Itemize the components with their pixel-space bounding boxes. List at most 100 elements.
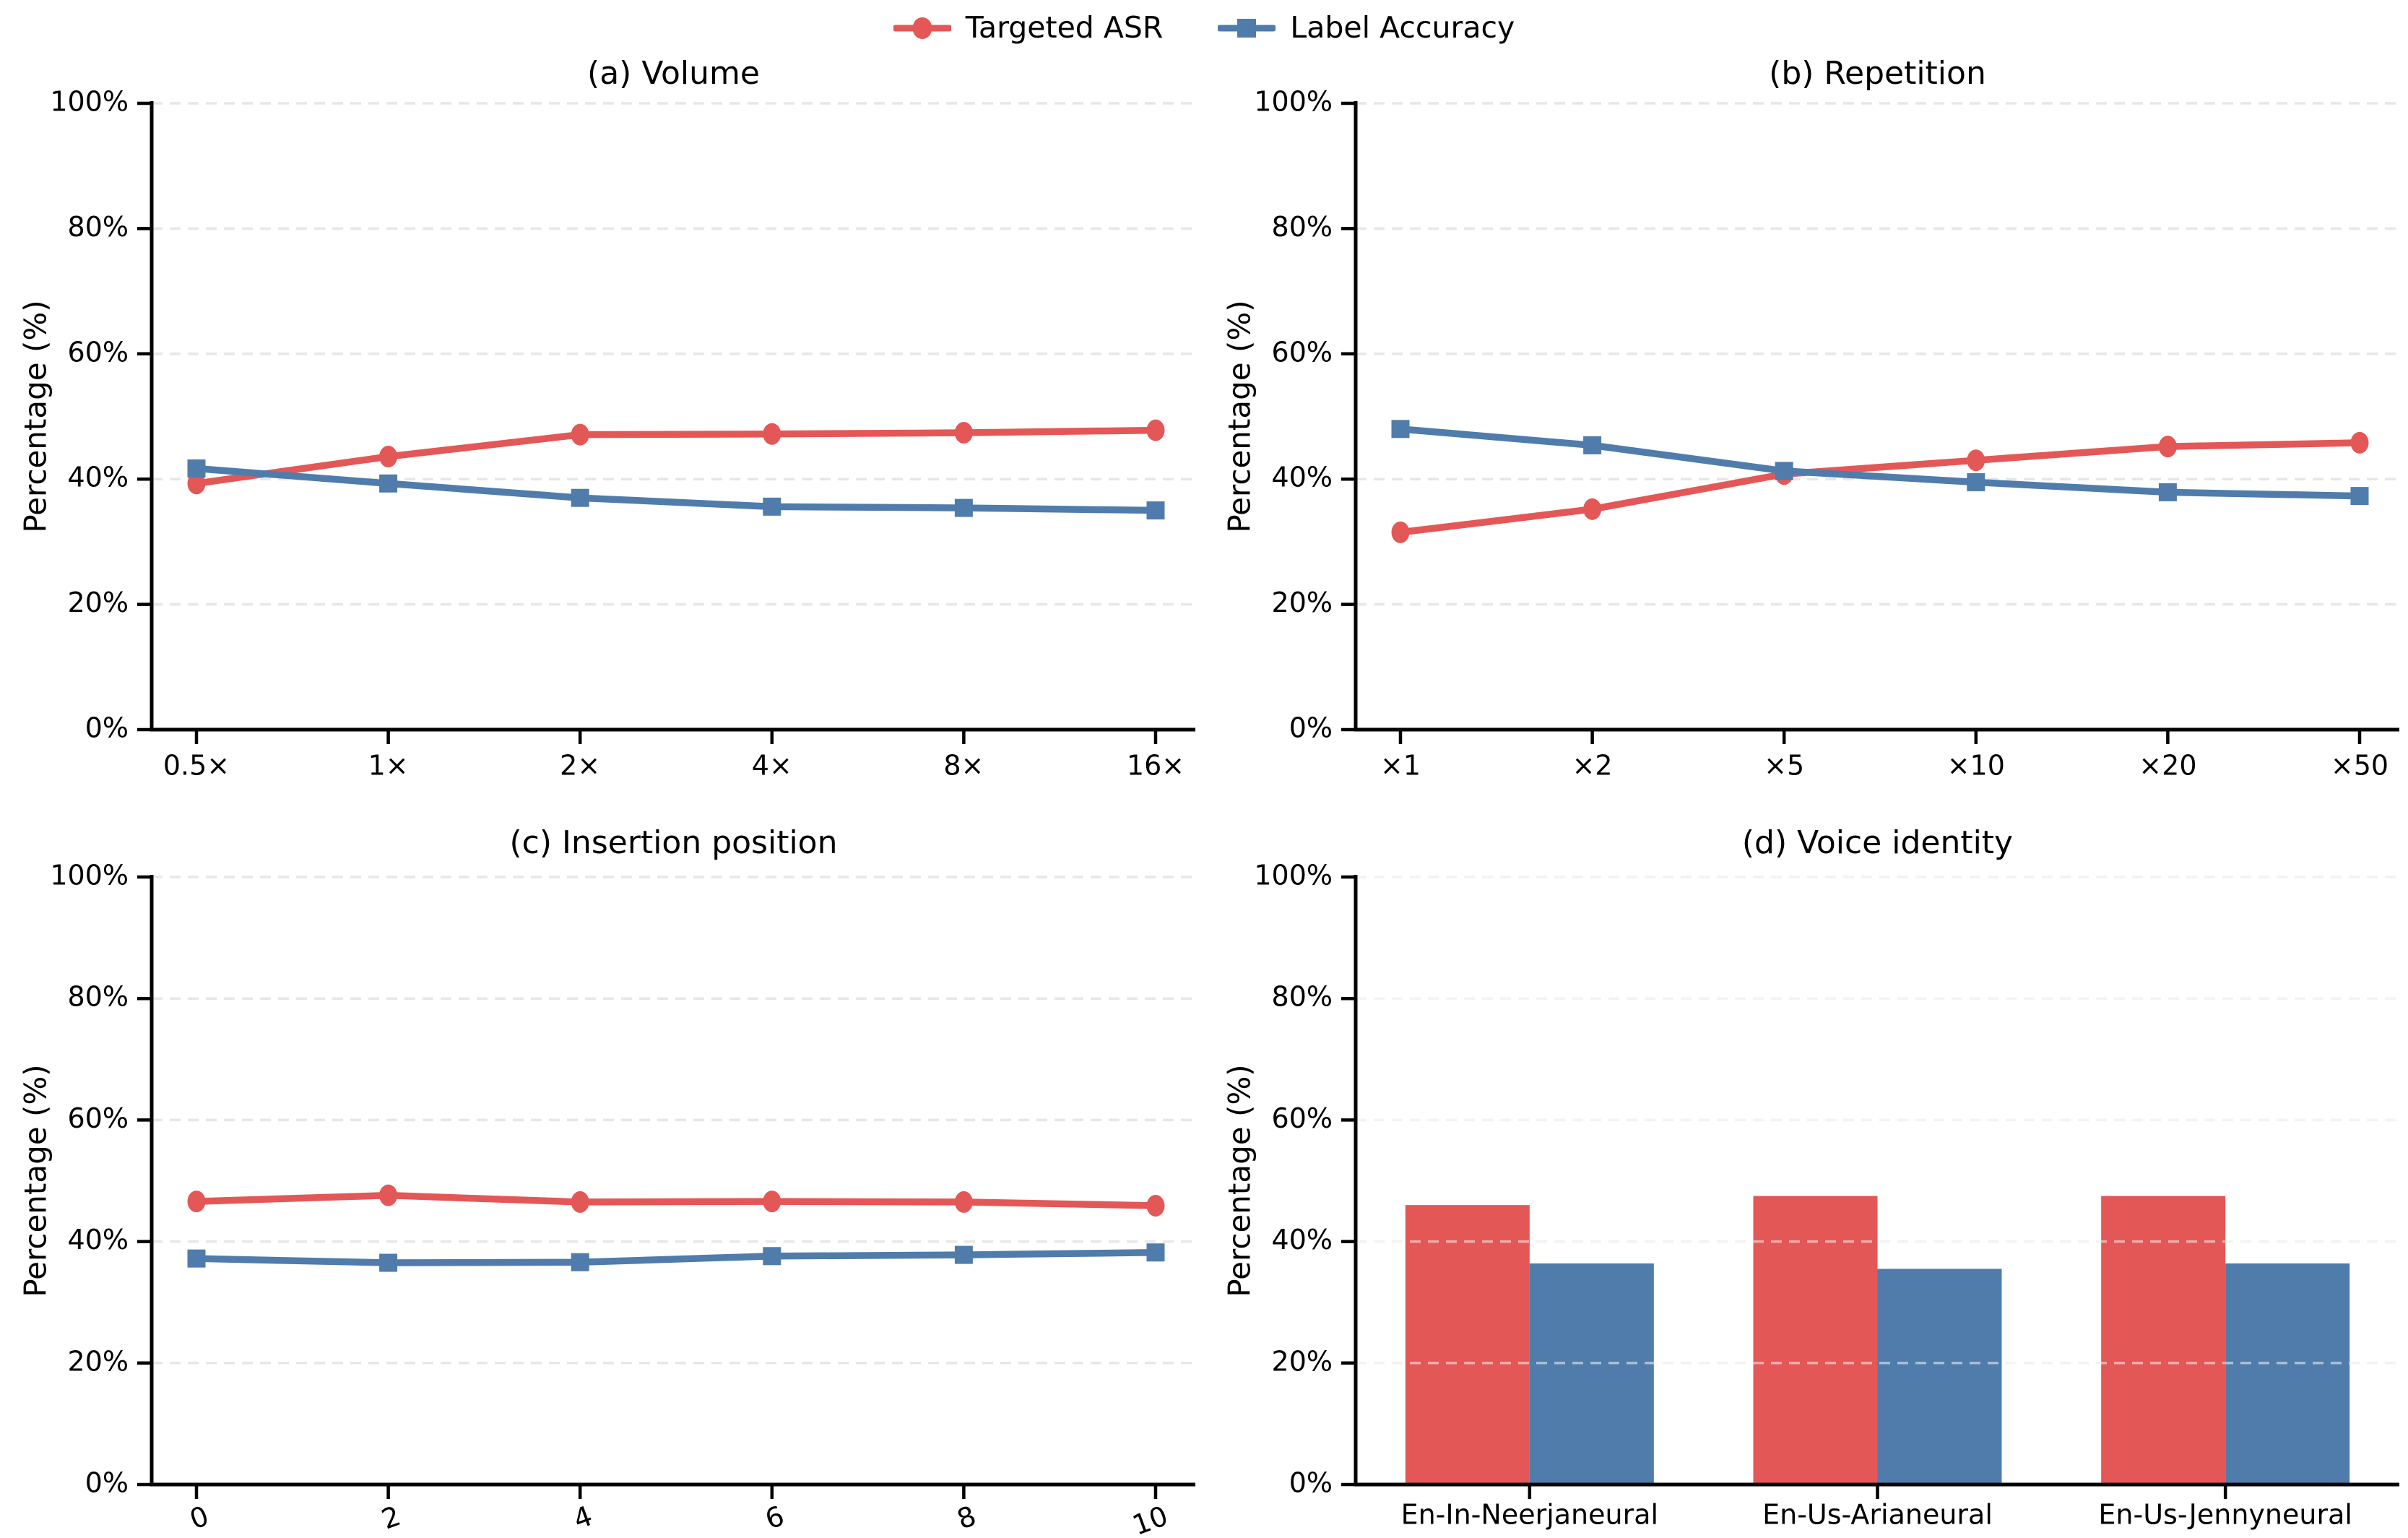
circle-marker	[2350, 431, 2369, 454]
x-tick-label: 8×	[943, 750, 984, 782]
circle-marker	[763, 423, 781, 445]
circle-marker	[1391, 521, 1410, 543]
circle-marker	[571, 1191, 589, 1213]
x-category-label: En-Us-Arianeural	[1762, 1499, 1993, 1531]
y-tick-label: 60%	[1272, 336, 1333, 368]
bar-label-accuracy	[1877, 1269, 2002, 1485]
x-tick-label: 6	[761, 1500, 789, 1536]
square-marker	[379, 474, 398, 493]
y-tick-label: 0%	[1289, 712, 1333, 744]
square-marker	[571, 1253, 589, 1271]
y-tick-label: 0%	[85, 712, 129, 744]
series-line-targeted-asr	[193, 426, 1159, 488]
square-marker	[571, 488, 589, 507]
volume-ylabel: Percentage (%)	[18, 300, 53, 532]
square-marker	[1146, 1243, 1165, 1262]
y-tick-label: 20%	[1272, 1345, 1333, 1377]
y-tick-label: 0%	[1289, 1467, 1333, 1499]
legend-item-targeted-asr: Targeted ASR	[893, 10, 1164, 45]
series-line-targeted-asr	[1397, 439, 2363, 536]
square-marker	[1583, 436, 1602, 454]
square-marker	[763, 497, 781, 516]
bar-label-accuracy	[2225, 1263, 2350, 1485]
x-tick-label: ×2	[1572, 750, 1613, 782]
x-tick-label: 1×	[368, 750, 409, 782]
y-tick-label: 40%	[1272, 1224, 1333, 1256]
x-tick-label: 8	[953, 1500, 980, 1536]
figure-legend: Targeted ASR Label Accuracy	[0, 13, 2408, 43]
y-tick-label: 20%	[68, 1345, 129, 1377]
y-tick-label: 40%	[68, 462, 129, 493]
series-line-label-accuracy	[1397, 425, 2363, 500]
y-tick-label: 100%	[1254, 860, 1333, 891]
legend-label-label-accuracy: Label Accuracy	[1290, 10, 1515, 45]
series-line-label-accuracy	[193, 1248, 1159, 1266]
bar-targeted-asr	[1753, 1196, 1878, 1485]
x-tick-label: ×1	[1380, 750, 1421, 782]
x-tick-label: 0	[186, 1500, 213, 1536]
x-tick-label: 16×	[1127, 750, 1184, 782]
y-tick-label: 60%	[68, 336, 129, 368]
square-marker	[1967, 473, 1985, 492]
x-tick-label: 2	[377, 1500, 404, 1536]
y-tick-label: 40%	[1272, 462, 1333, 493]
red-circle-line-marker-icon	[893, 17, 951, 39]
x-tick-label: ×50	[2331, 750, 2388, 782]
x-tick-label: 4×	[752, 750, 792, 782]
blue-square-line-marker-icon	[1218, 18, 1276, 38]
y-tick-label: 40%	[68, 1224, 129, 1256]
circle-marker	[187, 1191, 206, 1213]
circle-marker	[763, 1191, 781, 1213]
legend-label-targeted-asr: Targeted ASR	[965, 10, 1164, 45]
series-line-label-accuracy	[193, 465, 1159, 514]
y-tick-label: 80%	[68, 211, 129, 243]
bar-targeted-asr	[1405, 1205, 1530, 1485]
y-tick-label: 0%	[85, 1467, 129, 1499]
circle-marker	[954, 1191, 973, 1213]
circle-marker	[379, 1184, 398, 1206]
x-tick-label: 10	[1128, 1500, 1171, 1538]
y-tick-label: 100%	[50, 860, 129, 891]
x-category-label: En-In-Neerjaneural	[1401, 1499, 1658, 1531]
square-marker	[187, 459, 206, 478]
x-tick-label: ×20	[2139, 750, 2196, 782]
circle-marker	[1146, 1194, 1165, 1217]
y-tick-label: 60%	[68, 1102, 129, 1134]
x-tick-label: 4	[569, 1500, 597, 1536]
circle-marker	[1146, 419, 1165, 441]
y-tick-label: 20%	[68, 587, 129, 618]
voice-identity-title: (d) Voice identity	[1742, 824, 2013, 861]
subplot-a-volume: (a) Volume Percentage (%) 0.5× 1× 2× 4× 8× 16× 0…	[18, 55, 1195, 782]
legend-item-label-accuracy: Label Accuracy	[1218, 13, 1515, 43]
subplot-b-repetition: (b) Repetition Percentage (%) ×1 ×2 ×5 ×10 ×20…	[1222, 55, 2399, 782]
square-marker	[1775, 462, 1793, 480]
square-marker	[187, 1249, 206, 1268]
y-tick-label: 80%	[1272, 981, 1333, 1013]
square-marker	[379, 1253, 398, 1272]
square-marker	[954, 1245, 973, 1264]
x-category-label: En-Us-Jennyneural	[2098, 1499, 2352, 1531]
insertion-position-ylabel: Percentage (%)	[18, 1064, 53, 1297]
circle-marker	[954, 422, 973, 444]
x-tick-label: ×5	[1764, 750, 1804, 782]
x-tick-label: ×10	[1947, 750, 2005, 782]
subplot-c-insertion-position: (c) Insertion position Percentage (%) 0 2 4 6…	[18, 824, 1195, 1538]
bar-targeted-asr	[2101, 1196, 2226, 1485]
x-tick-label: 0.5×	[163, 750, 230, 782]
square-marker	[763, 1247, 781, 1266]
volume-title: (a) Volume	[587, 55, 760, 92]
square-marker	[2158, 483, 2177, 501]
voice-identity-ylabel: Percentage (%)	[1222, 1064, 1257, 1297]
subplot-d-voice-identity: (d) Voice identity Percentage (%) En-In-Ne…	[1222, 824, 2399, 1531]
y-tick-label: 60%	[1272, 1102, 1333, 1134]
square-marker	[2350, 487, 2369, 506]
repetition-title: (b) Repetition	[1769, 55, 1986, 92]
y-tick-label: 100%	[1254, 86, 1333, 118]
series-line-targeted-asr	[193, 1191, 1159, 1209]
square-marker	[1391, 420, 1410, 438]
bar-label-accuracy	[1529, 1263, 1654, 1485]
insertion-position-title: (c) Insertion position	[509, 824, 837, 861]
x-tick-label: 2×	[560, 750, 600, 782]
circle-marker	[571, 423, 589, 446]
